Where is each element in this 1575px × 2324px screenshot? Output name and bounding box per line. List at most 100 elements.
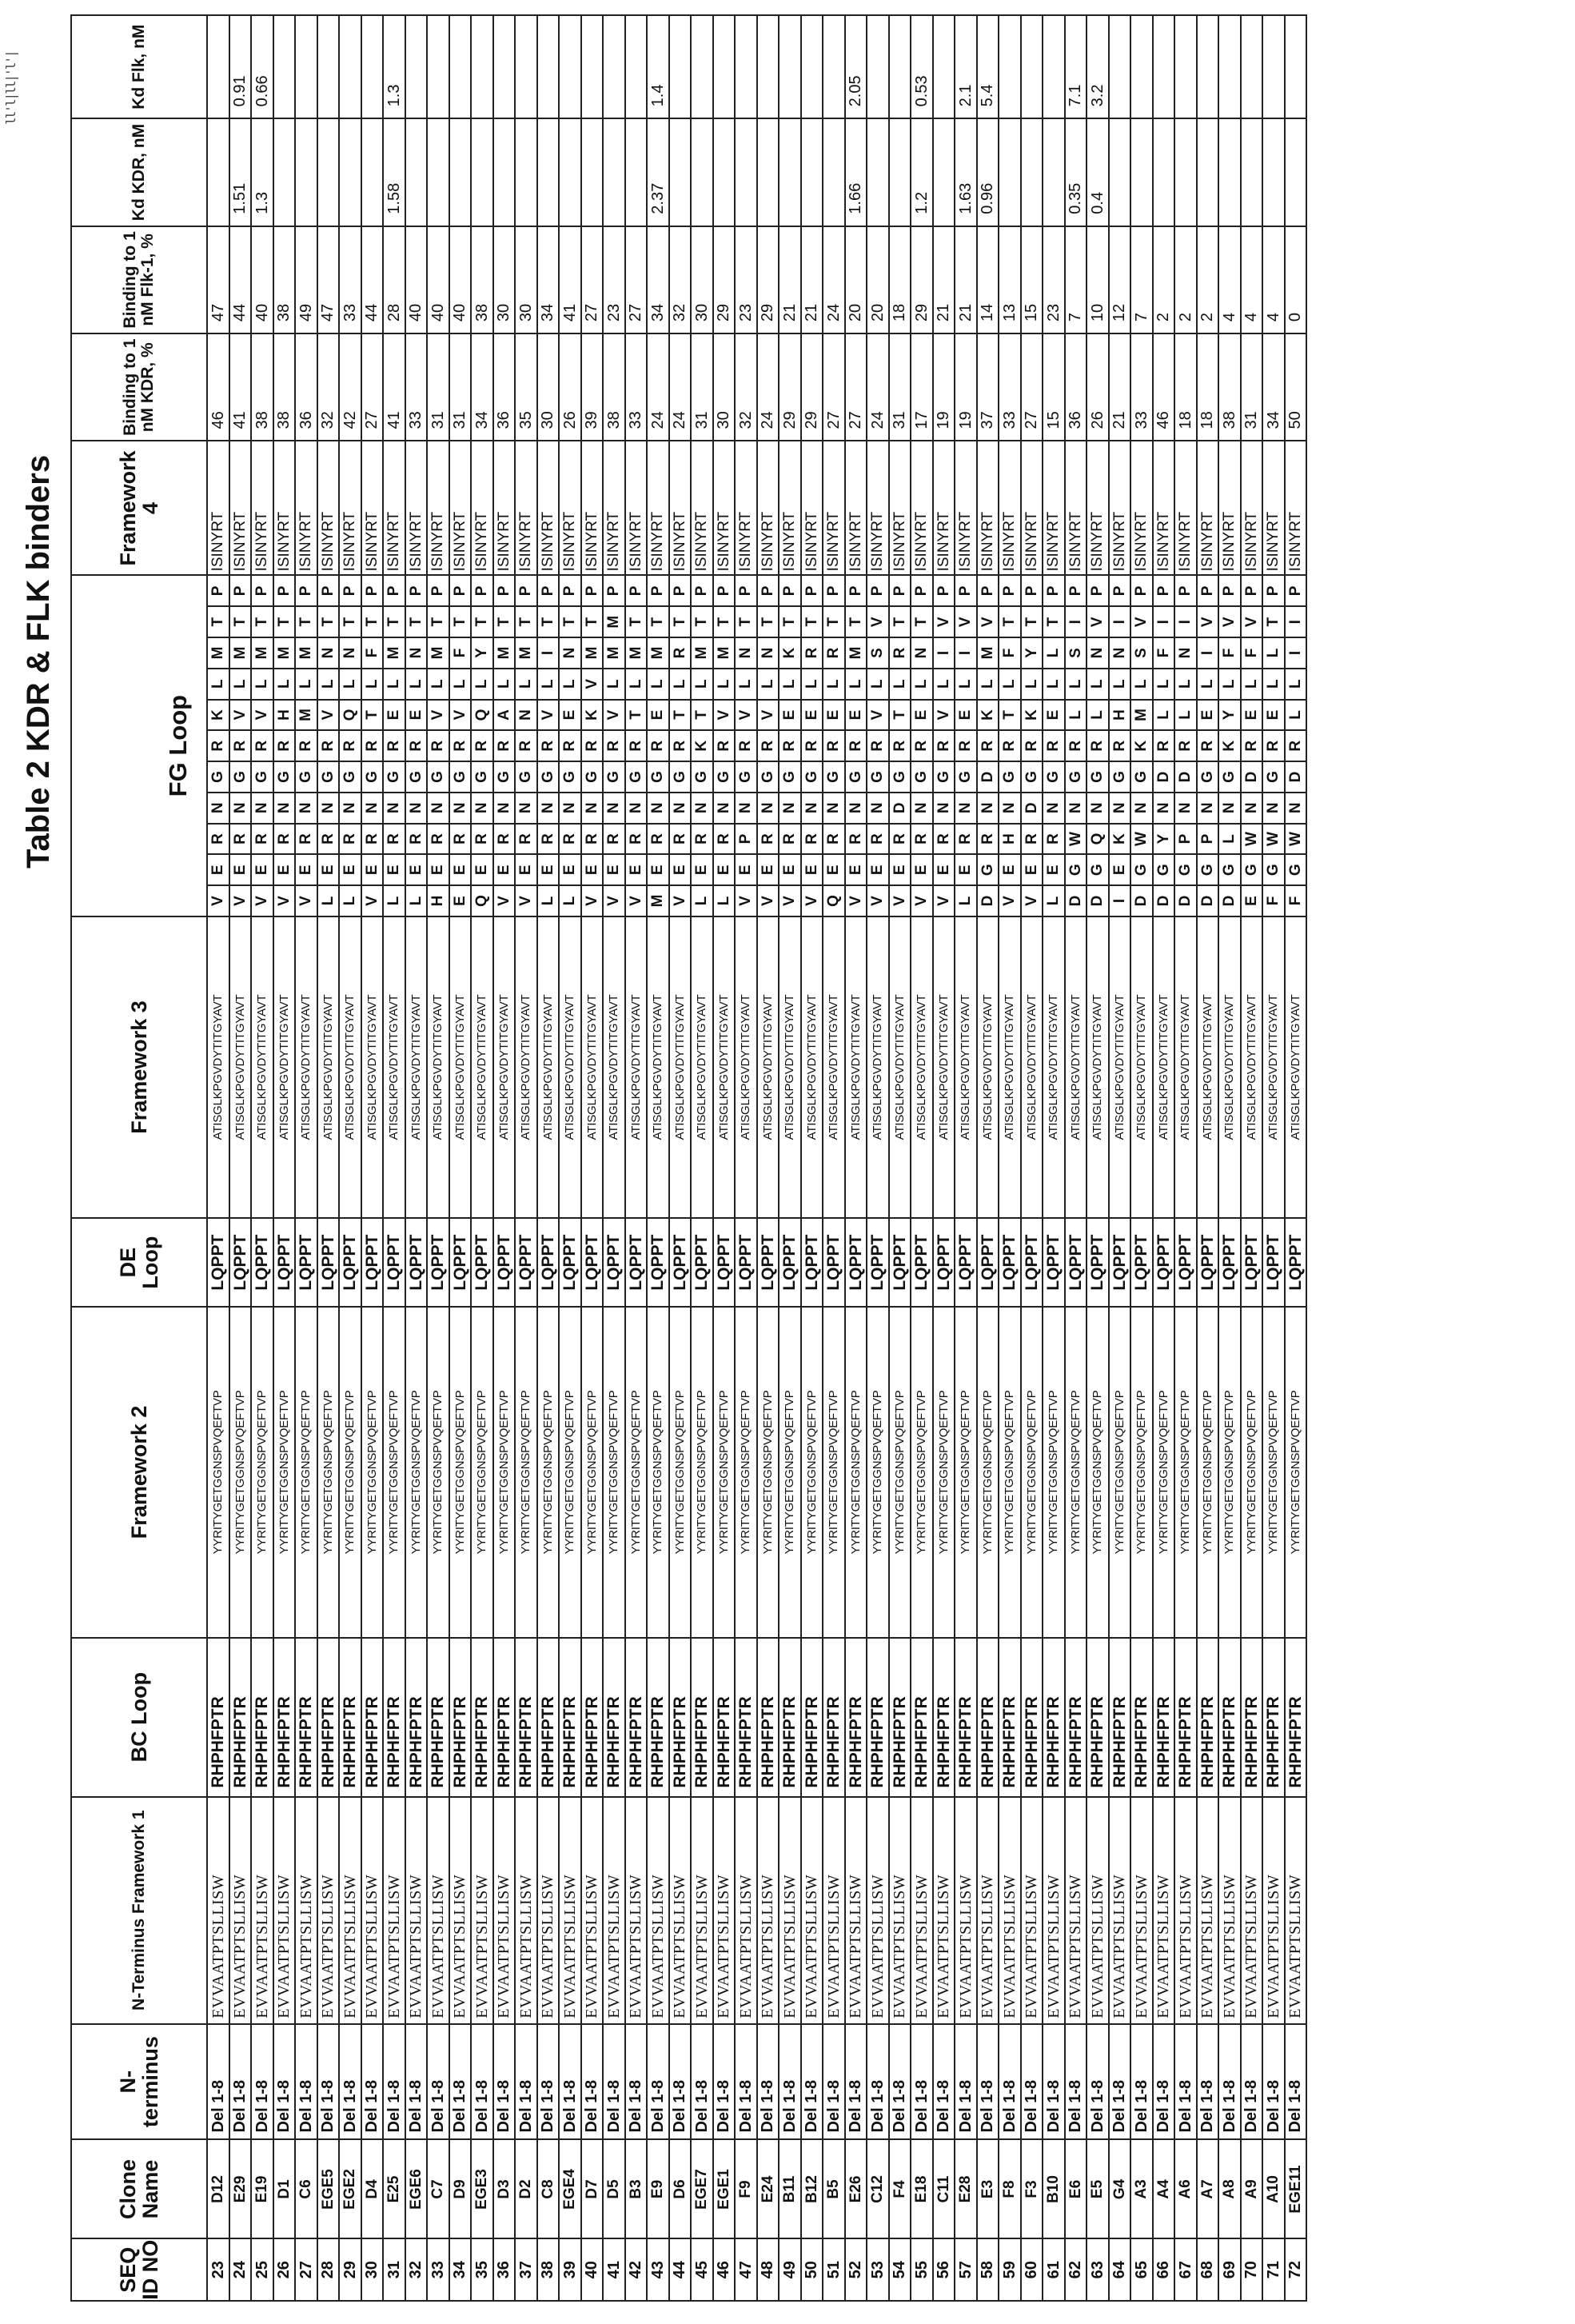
framework-3-sequence-cell: ATISGLKPGVDYTITGYAVT (779, 916, 801, 1219)
fg-loop-residue-cell: G (207, 761, 229, 793)
fg-loop-residue-cell: G (580, 761, 603, 793)
fg-loop-residue-cell: V (207, 885, 229, 916)
kd-kdr-cell (867, 118, 889, 226)
framework-1-sequence-cell: EVVAATPTSLLISW (867, 1796, 889, 2024)
framework-2-sequence-cell: YYRITYGETGGNSPVQEFTVP (427, 1307, 449, 1638)
fg-loop-residue-cell: N (383, 792, 405, 824)
table-row: 23 D12 Del 1-8 EVVAATPTSLLISW RHPHFPTR YYRITY… (207, 15, 229, 2301)
binding-flk-cell: 15 (1020, 226, 1043, 334)
fg-loop-residue-cell: G (492, 761, 515, 793)
binding-flk-cell: 7 (1130, 226, 1153, 334)
kd-kdr-cell: 0.4 (1087, 118, 1109, 226)
fg-loop-residue-cell: P (1020, 575, 1043, 607)
kd-flk-cell (1240, 15, 1262, 119)
fg-loop-residue-cell: R (823, 823, 845, 855)
framework-1-sequence-cell: EVVAATPTSLLISW (229, 1796, 251, 2024)
fg-loop-residue-cell: P (735, 823, 757, 855)
framework-3-sequence-cell: ATISGLKPGVDYTITGYAVT (492, 916, 515, 1219)
binding-kdr-cell: 24 (647, 333, 669, 441)
fg-loop-residue-cell: D (976, 761, 999, 793)
scan-artifact: ll'l|ll|'l'| (3, 51, 18, 125)
binding-kdr-cell: 36 (1064, 333, 1087, 441)
kd-kdr-cell (273, 118, 295, 226)
binding-flk-cell: 44 (229, 226, 251, 334)
kd-kdr-cell: 1.63 (955, 118, 977, 226)
fg-loop-residue-cell: E (712, 854, 735, 886)
clone-name-cell: D4 (361, 2139, 383, 2239)
n-terminus-cell: Del 1-8 (1196, 2023, 1218, 2140)
framework-1-sequence-cell: EVVAATPTSLLISW (471, 1796, 493, 2024)
fg-loop-residue-cell: A (492, 699, 515, 731)
clone-name-cell: E26 (844, 2139, 867, 2239)
fg-loop-residue-cell: G (624, 761, 647, 793)
framework-1-sequence-cell: EVVAATPTSLLISW (691, 1796, 713, 2024)
framework-1-sequence-cell: EVVAATPTSLLISW (955, 1796, 977, 2024)
fg-loop-residue-cell: N (911, 792, 933, 824)
binding-flk-cell: 41 (559, 226, 581, 334)
n-terminus-cell: Del 1-8 (647, 2023, 669, 2140)
fg-loop-residue-cell: G (844, 761, 867, 793)
binding-kdr-cell: 41 (229, 333, 251, 441)
framework-2-sequence-cell: YYRITYGETGGNSPVQEFTVP (1284, 1307, 1306, 1638)
fg-loop-residue-cell: M (844, 637, 867, 669)
seq-id-cell: 64 (1108, 2238, 1130, 2301)
framework-2-sequence-cell: YYRITYGETGGNSPVQEFTVP (383, 1307, 405, 1638)
fg-loop-residue-cell: P (603, 575, 625, 607)
table-row: 35 EGE3 Del 1-8 EVVAATPTSLLISW RHPHFPTR YYRIT… (471, 15, 493, 2301)
fg-loop-residue-cell: N (515, 699, 537, 731)
kd-kdr-cell (471, 118, 493, 226)
fg-loop-residue-cell: T (800, 606, 823, 638)
framework-4-sequence-cell: ISINYRT (911, 441, 933, 576)
bc-loop-cell: RHPHFPTR (911, 1637, 933, 1797)
fg-loop-residue-cell: M (1130, 699, 1153, 731)
fg-loop-residue-cell: P (273, 575, 295, 607)
fg-loop-residue-cell: G (273, 761, 295, 793)
fg-loop-residue-cell: L (691, 885, 713, 916)
binding-kdr-cell: 35 (515, 333, 537, 441)
binding-flk-cell: 4 (1262, 226, 1285, 334)
clone-name-cell: E9 (647, 2139, 669, 2239)
fg-loop-residue-cell: V (427, 699, 449, 731)
table-row: 31 E25 Del 1-8 EVVAATPTSLLISW RHPHFPTR YYRITY… (383, 15, 405, 2301)
framework-2-sequence-cell: YYRITYGETGGNSPVQEFTVP (800, 1307, 823, 1638)
fg-loop-residue-cell: E (559, 854, 581, 886)
fg-loop-residue-cell: D (1064, 885, 1087, 916)
fg-loop-residue-cell: M (383, 637, 405, 669)
kd-flk-cell (624, 15, 647, 119)
fg-loop-residue-cell: P (1262, 575, 1285, 607)
fg-loop-residue-cell: M (229, 637, 251, 669)
framework-4-sequence-cell: ISINYRT (1240, 441, 1262, 576)
fg-loop-residue-cell: T (1262, 606, 1285, 638)
fg-loop-residue-cell: R (888, 823, 911, 855)
framework-2-sequence-cell: YYRITYGETGGNSPVQEFTVP (779, 1307, 801, 1638)
bc-loop-cell: RHPHFPTR (471, 1637, 493, 1797)
binding-flk-cell: 10 (1087, 226, 1109, 334)
binding-kdr-cell: 41 (383, 333, 405, 441)
fg-loop-residue-cell: P (823, 575, 845, 607)
binding-kdr-cell: 42 (339, 333, 361, 441)
fg-loop-residue-cell: F (1284, 885, 1306, 916)
kd-kdr-cell (1196, 118, 1218, 226)
clone-name-cell: D2 (515, 2139, 537, 2239)
kd-flk-cell (800, 15, 823, 119)
de-loop-cell: LQPPT (1174, 1218, 1197, 1308)
n-terminus-cell: Del 1-8 (844, 2023, 867, 2140)
bc-loop-cell: RHPHFPTR (647, 1637, 669, 1797)
de-loop-cell: LQPPT (800, 1218, 823, 1308)
kd-flk-cell: 0.53 (911, 15, 933, 119)
table-row: 71 A10 Del 1-8 EVVAATPTSLLISW RHPHFPTR YYRITY… (1262, 15, 1285, 2301)
seq-id-cell: 63 (1087, 2238, 1109, 2301)
seq-id-cell: 72 (1284, 2238, 1306, 2301)
fg-loop-residue-cell: L (1087, 668, 1109, 700)
kd-flk-cell: 1.3 (383, 15, 405, 119)
fg-loop-residue-cell: N (405, 792, 427, 824)
fg-loop-residue-cell: R (449, 730, 471, 762)
n-terminus-cell: Del 1-8 (251, 2023, 273, 2140)
framework-1-sequence-cell: EVVAATPTSLLISW (1262, 1796, 1285, 2024)
fg-loop-residue-cell: L (735, 668, 757, 700)
fg-loop-residue-cell: T (536, 606, 559, 638)
binding-kdr-cell: 36 (492, 333, 515, 441)
binding-flk-cell: 34 (647, 226, 669, 334)
fg-loop-residue-cell: T (647, 606, 669, 638)
fg-loop-residue-cell: V (1196, 606, 1218, 638)
